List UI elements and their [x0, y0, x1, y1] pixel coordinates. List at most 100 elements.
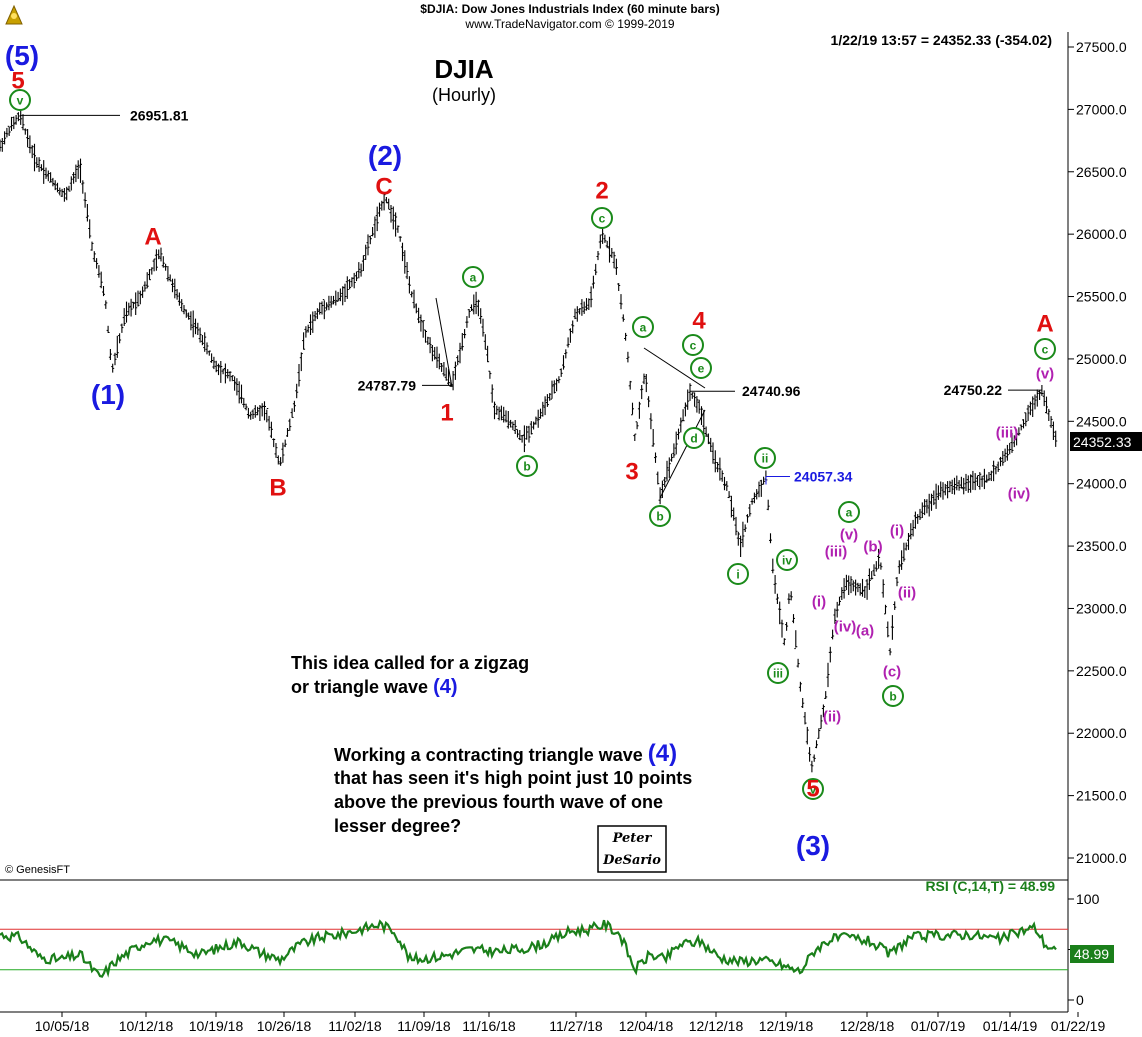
date-tick-label: 12/28/18 — [840, 1018, 895, 1034]
price-bar — [946, 481, 950, 499]
svg-text:A: A — [144, 224, 161, 251]
date-tick-label: 11/27/18 — [549, 1018, 603, 1034]
price-bar — [909, 523, 913, 540]
price-bar — [200, 335, 204, 346]
price-bar — [1038, 390, 1042, 400]
level-annotation: 24740.96 — [690, 383, 801, 399]
price-bar — [309, 314, 312, 335]
wave-label: c — [1034, 338, 1056, 360]
price-tick-label: 26500.0 — [1076, 164, 1127, 180]
price-bar — [693, 392, 697, 407]
price-bar — [394, 212, 398, 237]
price-bar — [516, 428, 519, 438]
price-bar — [734, 516, 738, 536]
svg-text:v: v — [17, 94, 24, 108]
price-bar — [37, 157, 41, 172]
price-bar — [536, 409, 540, 428]
wave-label: (v) — [1036, 365, 1054, 382]
price-bar — [895, 577, 899, 587]
price-bar — [532, 421, 536, 430]
price-bar — [1019, 424, 1023, 431]
price-bar — [115, 335, 119, 358]
price-bar — [350, 277, 354, 287]
last-quote-readout: 1/22/19 13:57 = 24352.33 (-354.02) — [831, 32, 1052, 48]
price-bar — [272, 438, 276, 448]
price-bar — [844, 574, 848, 591]
price-bar — [748, 504, 752, 517]
price-bar — [299, 352, 303, 372]
note2-line-4: lesser degree? — [334, 816, 461, 836]
svg-text:(2): (2) — [368, 140, 402, 171]
price-bar — [711, 442, 715, 464]
price-bar — [513, 420, 517, 434]
price-bar — [53, 180, 57, 191]
price-bar — [184, 309, 188, 318]
svg-text:b: b — [889, 690, 896, 704]
price-bar — [470, 304, 473, 311]
price-bar — [205, 342, 209, 355]
price-bar — [479, 308, 483, 324]
price-bar — [826, 662, 830, 688]
price-bar — [654, 452, 657, 463]
price-bar — [359, 263, 363, 277]
price-bar — [835, 601, 839, 618]
price-bar — [943, 483, 947, 496]
price-bar — [313, 311, 317, 322]
price-bar — [775, 593, 779, 604]
price-bar — [1049, 416, 1053, 428]
price-bar — [808, 747, 812, 762]
svg-text:ii: ii — [762, 452, 769, 466]
price-bar — [766, 499, 770, 511]
price-bar — [120, 323, 124, 333]
price-bar — [550, 380, 554, 400]
price-bar — [644, 374, 648, 393]
price-bar — [605, 240, 609, 249]
price-bar — [805, 726, 809, 745]
price-bar — [817, 728, 821, 739]
price-bar — [189, 311, 193, 331]
price-bar — [311, 311, 315, 333]
price-bar — [529, 421, 533, 435]
price-bar — [412, 289, 416, 309]
price-bar — [978, 472, 982, 490]
price-bar — [111, 363, 115, 373]
rsi-value-tag: 48.99 — [1070, 945, 1114, 963]
price-bar — [663, 477, 667, 487]
price-bar — [488, 370, 492, 379]
price-bar — [1026, 404, 1030, 421]
price-bar — [102, 286, 105, 297]
price-bar — [113, 352, 117, 366]
price-bar — [589, 286, 593, 308]
price-bar — [106, 325, 110, 333]
price-bar — [732, 507, 736, 521]
price-bar — [42, 160, 46, 184]
price-bars — [0, 108, 1058, 773]
price-bar — [697, 399, 701, 414]
price-bar — [674, 431, 678, 455]
price-bar — [973, 473, 977, 491]
price-bar — [637, 401, 641, 419]
price-bar — [957, 480, 961, 491]
price-bar — [364, 244, 368, 260]
svg-text:4: 4 — [692, 308, 706, 335]
price-bar — [435, 346, 439, 368]
price-bar — [907, 533, 910, 550]
price-bar — [16, 112, 20, 122]
price-bar — [1024, 412, 1028, 427]
price-bar — [803, 712, 807, 725]
wave-label: iii — [767, 662, 789, 684]
price-bar — [3, 131, 7, 145]
price-bar — [99, 271, 103, 289]
price-bar — [150, 267, 154, 275]
date-tick-label: 12/12/18 — [689, 1018, 744, 1034]
note-line-1: This idea called for a zigzag — [291, 653, 529, 673]
price-bar — [12, 116, 16, 130]
price-bar — [757, 481, 761, 498]
price-bar — [297, 364, 301, 387]
price-bar — [145, 272, 149, 289]
price-bar — [948, 480, 952, 493]
price-bar — [118, 333, 122, 344]
price-bar — [840, 587, 844, 600]
price-bar — [649, 413, 653, 430]
price-bar — [292, 400, 296, 412]
